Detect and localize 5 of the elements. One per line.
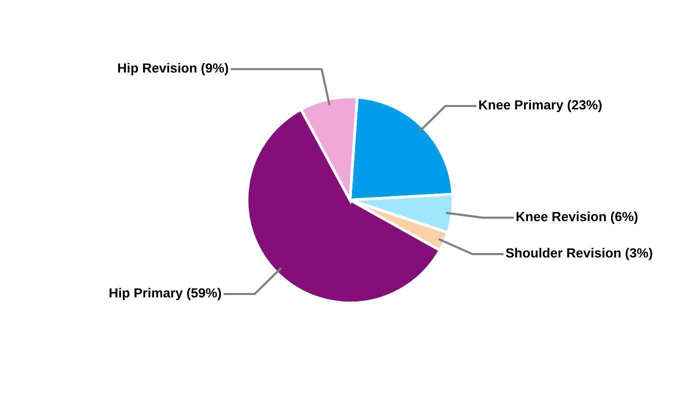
slice-label: Shoulder Revision (3%) xyxy=(506,248,652,260)
slice-label: Hip Revision (9%) xyxy=(118,62,228,76)
slice-label: Hip Primary (59%) xyxy=(110,288,222,300)
slice-label: Knee Revision (6%) xyxy=(516,212,638,224)
slice-label: Knee Primary (23%) xyxy=(479,100,602,112)
